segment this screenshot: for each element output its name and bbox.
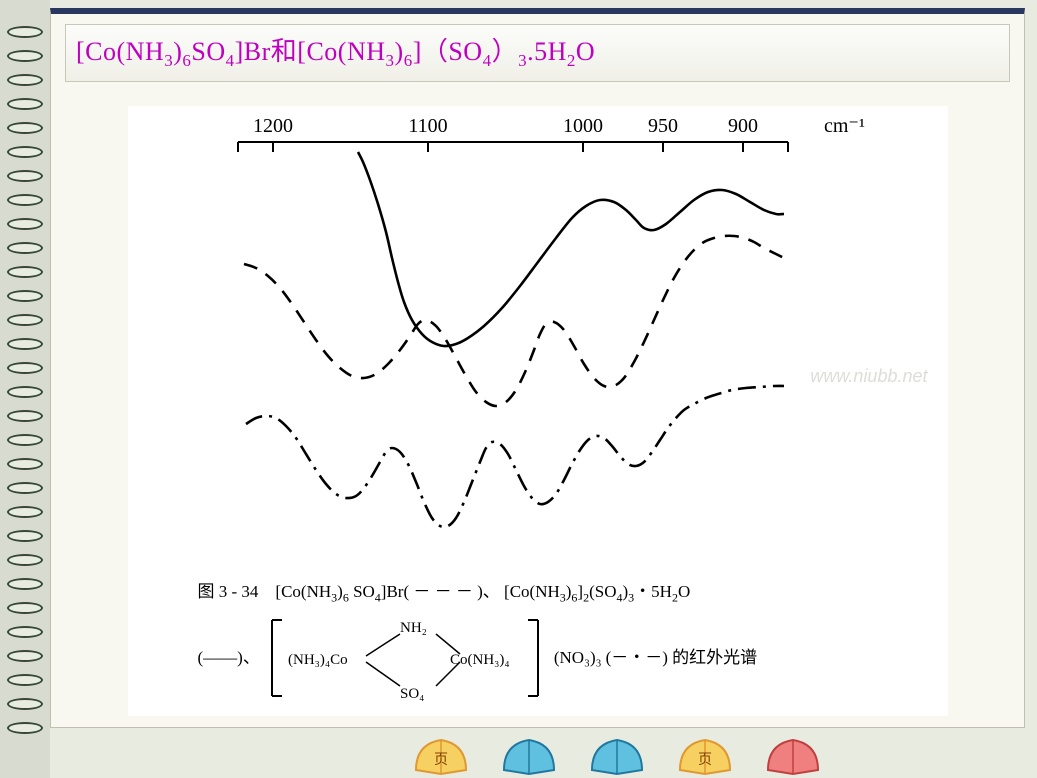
svg-text:900: 900	[728, 115, 758, 137]
svg-text:950: 950	[648, 115, 678, 137]
figure-area: 1200 1100 1000 950 900 cm⁻¹ www.niubb.net 图 3…	[128, 106, 948, 716]
svg-text:NH₂: NH₂	[400, 620, 427, 636]
dashdot-legend: (－・－) 的红外光谱	[606, 644, 758, 673]
slide-title: [Co(NH3)6SO4]Br和[Co(NH3)6]（SO4）3.5H2O	[76, 37, 595, 66]
svg-text:1200: 1200	[253, 115, 293, 137]
figure-label: 图 3 - 34	[198, 582, 259, 601]
nav-book-2[interactable]	[586, 730, 648, 778]
svg-text:Co(NH₃)₄: Co(NH₃)₄	[450, 652, 510, 668]
curve-dashdot	[246, 386, 784, 527]
svg-text:页: 页	[434, 753, 448, 768]
svg-text:SO₄: SO₄	[400, 686, 424, 702]
solid-legend: (——)、	[198, 644, 260, 673]
ir-spectrum-chart: 1200 1100 1000 950 900 cm⁻¹	[128, 106, 948, 576]
compound-2: [Co(NH3)6]2(SO4)3・5H2O	[504, 582, 690, 601]
nav-icon-bar: 页 页	[410, 730, 824, 778]
nav-page-prev[interactable]: 页	[410, 730, 472, 778]
slide-page: [Co(NH3)6SO4]Br和[Co(NH3)6]（SO4）3.5H2O 12…	[50, 8, 1025, 728]
counter-ion: (NO₃)₃	[554, 644, 602, 673]
curve-dashed	[244, 236, 784, 406]
watermark: www.niubb.net	[810, 366, 927, 387]
bridged-complex: (NH₃)₄Co NH₂ SO₄ Co(NH₃)₄	[260, 614, 550, 702]
curve-solid	[358, 152, 784, 346]
svg-text:页: 页	[698, 753, 712, 768]
svg-text:1100: 1100	[408, 115, 447, 137]
nav-page-next[interactable]: 页	[674, 730, 736, 778]
figure-caption: 图 3 - 34 [Co(NH3)6 SO4]Br( － － － )、 [Co(…	[198, 578, 938, 702]
spiral-binding	[0, 0, 50, 778]
svg-text:1000: 1000	[563, 115, 603, 137]
nav-up[interactable]	[762, 730, 824, 778]
svg-text:cm⁻¹: cm⁻¹	[824, 115, 865, 137]
compound-1: [Co(NH3)6 SO4]Br( － － － )、	[275, 582, 499, 601]
svg-text:(NH₃)₄Co: (NH₃)₄Co	[288, 652, 348, 668]
title-bar: [Co(NH3)6SO4]Br和[Co(NH3)6]（SO4）3.5H2O	[65, 24, 1010, 82]
nav-book-1[interactable]	[498, 730, 560, 778]
